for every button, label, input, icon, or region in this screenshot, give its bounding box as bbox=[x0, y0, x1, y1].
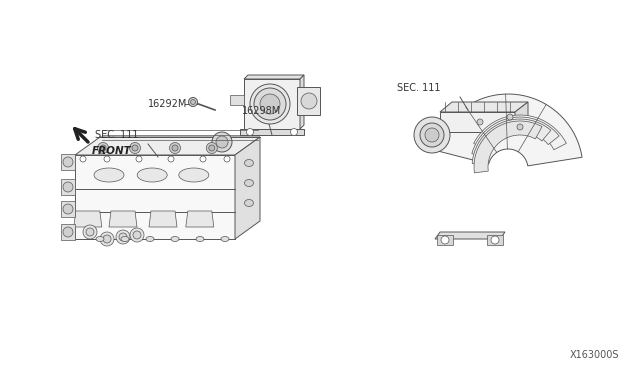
Circle shape bbox=[168, 156, 174, 162]
Text: X163000S: X163000S bbox=[570, 350, 620, 360]
Polygon shape bbox=[244, 75, 304, 79]
Polygon shape bbox=[240, 129, 304, 135]
Circle shape bbox=[441, 236, 449, 244]
Circle shape bbox=[132, 145, 138, 151]
Ellipse shape bbox=[244, 199, 253, 206]
Circle shape bbox=[507, 114, 513, 120]
Circle shape bbox=[477, 119, 483, 125]
Text: FRONT: FRONT bbox=[92, 146, 132, 156]
Text: 16298M: 16298M bbox=[242, 106, 281, 116]
Polygon shape bbox=[435, 232, 505, 239]
Circle shape bbox=[517, 124, 523, 130]
Polygon shape bbox=[244, 79, 300, 129]
Polygon shape bbox=[149, 211, 177, 227]
Circle shape bbox=[189, 97, 198, 106]
Polygon shape bbox=[61, 201, 75, 217]
Polygon shape bbox=[440, 102, 528, 112]
Polygon shape bbox=[61, 224, 75, 240]
Polygon shape bbox=[74, 211, 102, 227]
Polygon shape bbox=[61, 179, 75, 195]
Ellipse shape bbox=[171, 237, 179, 241]
Circle shape bbox=[104, 156, 110, 162]
Ellipse shape bbox=[244, 160, 253, 167]
Circle shape bbox=[291, 128, 298, 135]
Circle shape bbox=[63, 182, 73, 192]
Circle shape bbox=[246, 128, 253, 135]
Polygon shape bbox=[515, 102, 528, 132]
Polygon shape bbox=[61, 154, 75, 170]
Polygon shape bbox=[487, 235, 503, 245]
Ellipse shape bbox=[146, 237, 154, 241]
Circle shape bbox=[103, 235, 111, 243]
Circle shape bbox=[129, 142, 141, 154]
Ellipse shape bbox=[137, 168, 167, 182]
Circle shape bbox=[83, 225, 97, 239]
Polygon shape bbox=[440, 112, 515, 132]
Circle shape bbox=[100, 145, 106, 151]
Polygon shape bbox=[230, 95, 244, 105]
Circle shape bbox=[420, 123, 444, 147]
Circle shape bbox=[209, 145, 215, 151]
Circle shape bbox=[216, 136, 228, 148]
Polygon shape bbox=[474, 115, 566, 150]
Circle shape bbox=[116, 230, 130, 244]
Circle shape bbox=[200, 156, 206, 162]
Polygon shape bbox=[472, 117, 559, 157]
Circle shape bbox=[301, 93, 317, 109]
Circle shape bbox=[414, 117, 450, 153]
Polygon shape bbox=[435, 94, 582, 166]
Polygon shape bbox=[186, 211, 214, 227]
Circle shape bbox=[63, 157, 73, 167]
Circle shape bbox=[80, 156, 86, 162]
Text: SEC. 111: SEC. 111 bbox=[397, 83, 440, 93]
Polygon shape bbox=[75, 155, 235, 239]
Polygon shape bbox=[235, 137, 260, 239]
Circle shape bbox=[86, 228, 94, 236]
Ellipse shape bbox=[94, 168, 124, 182]
Polygon shape bbox=[474, 121, 542, 173]
Ellipse shape bbox=[121, 237, 129, 241]
Polygon shape bbox=[109, 211, 137, 227]
Polygon shape bbox=[300, 75, 304, 129]
Text: 16292M: 16292M bbox=[148, 99, 188, 109]
Circle shape bbox=[63, 204, 73, 214]
Circle shape bbox=[491, 236, 499, 244]
Ellipse shape bbox=[196, 237, 204, 241]
Circle shape bbox=[136, 156, 142, 162]
Circle shape bbox=[100, 232, 114, 246]
Circle shape bbox=[260, 94, 280, 114]
Circle shape bbox=[97, 142, 109, 154]
Circle shape bbox=[170, 142, 180, 154]
Polygon shape bbox=[75, 137, 260, 155]
Circle shape bbox=[63, 227, 73, 237]
Circle shape bbox=[224, 156, 230, 162]
Circle shape bbox=[119, 233, 127, 241]
Circle shape bbox=[425, 128, 439, 142]
Ellipse shape bbox=[96, 237, 104, 241]
Circle shape bbox=[254, 88, 286, 120]
Ellipse shape bbox=[244, 180, 253, 186]
Circle shape bbox=[212, 132, 232, 152]
Text: SEC. 111: SEC. 111 bbox=[95, 130, 138, 140]
Ellipse shape bbox=[221, 237, 229, 241]
Ellipse shape bbox=[179, 168, 209, 182]
Circle shape bbox=[191, 99, 195, 105]
Circle shape bbox=[206, 142, 218, 154]
Circle shape bbox=[172, 145, 178, 151]
Circle shape bbox=[250, 84, 290, 124]
Circle shape bbox=[133, 231, 141, 239]
Polygon shape bbox=[297, 87, 320, 115]
Polygon shape bbox=[437, 235, 453, 245]
Circle shape bbox=[130, 228, 144, 242]
Polygon shape bbox=[472, 119, 551, 164]
